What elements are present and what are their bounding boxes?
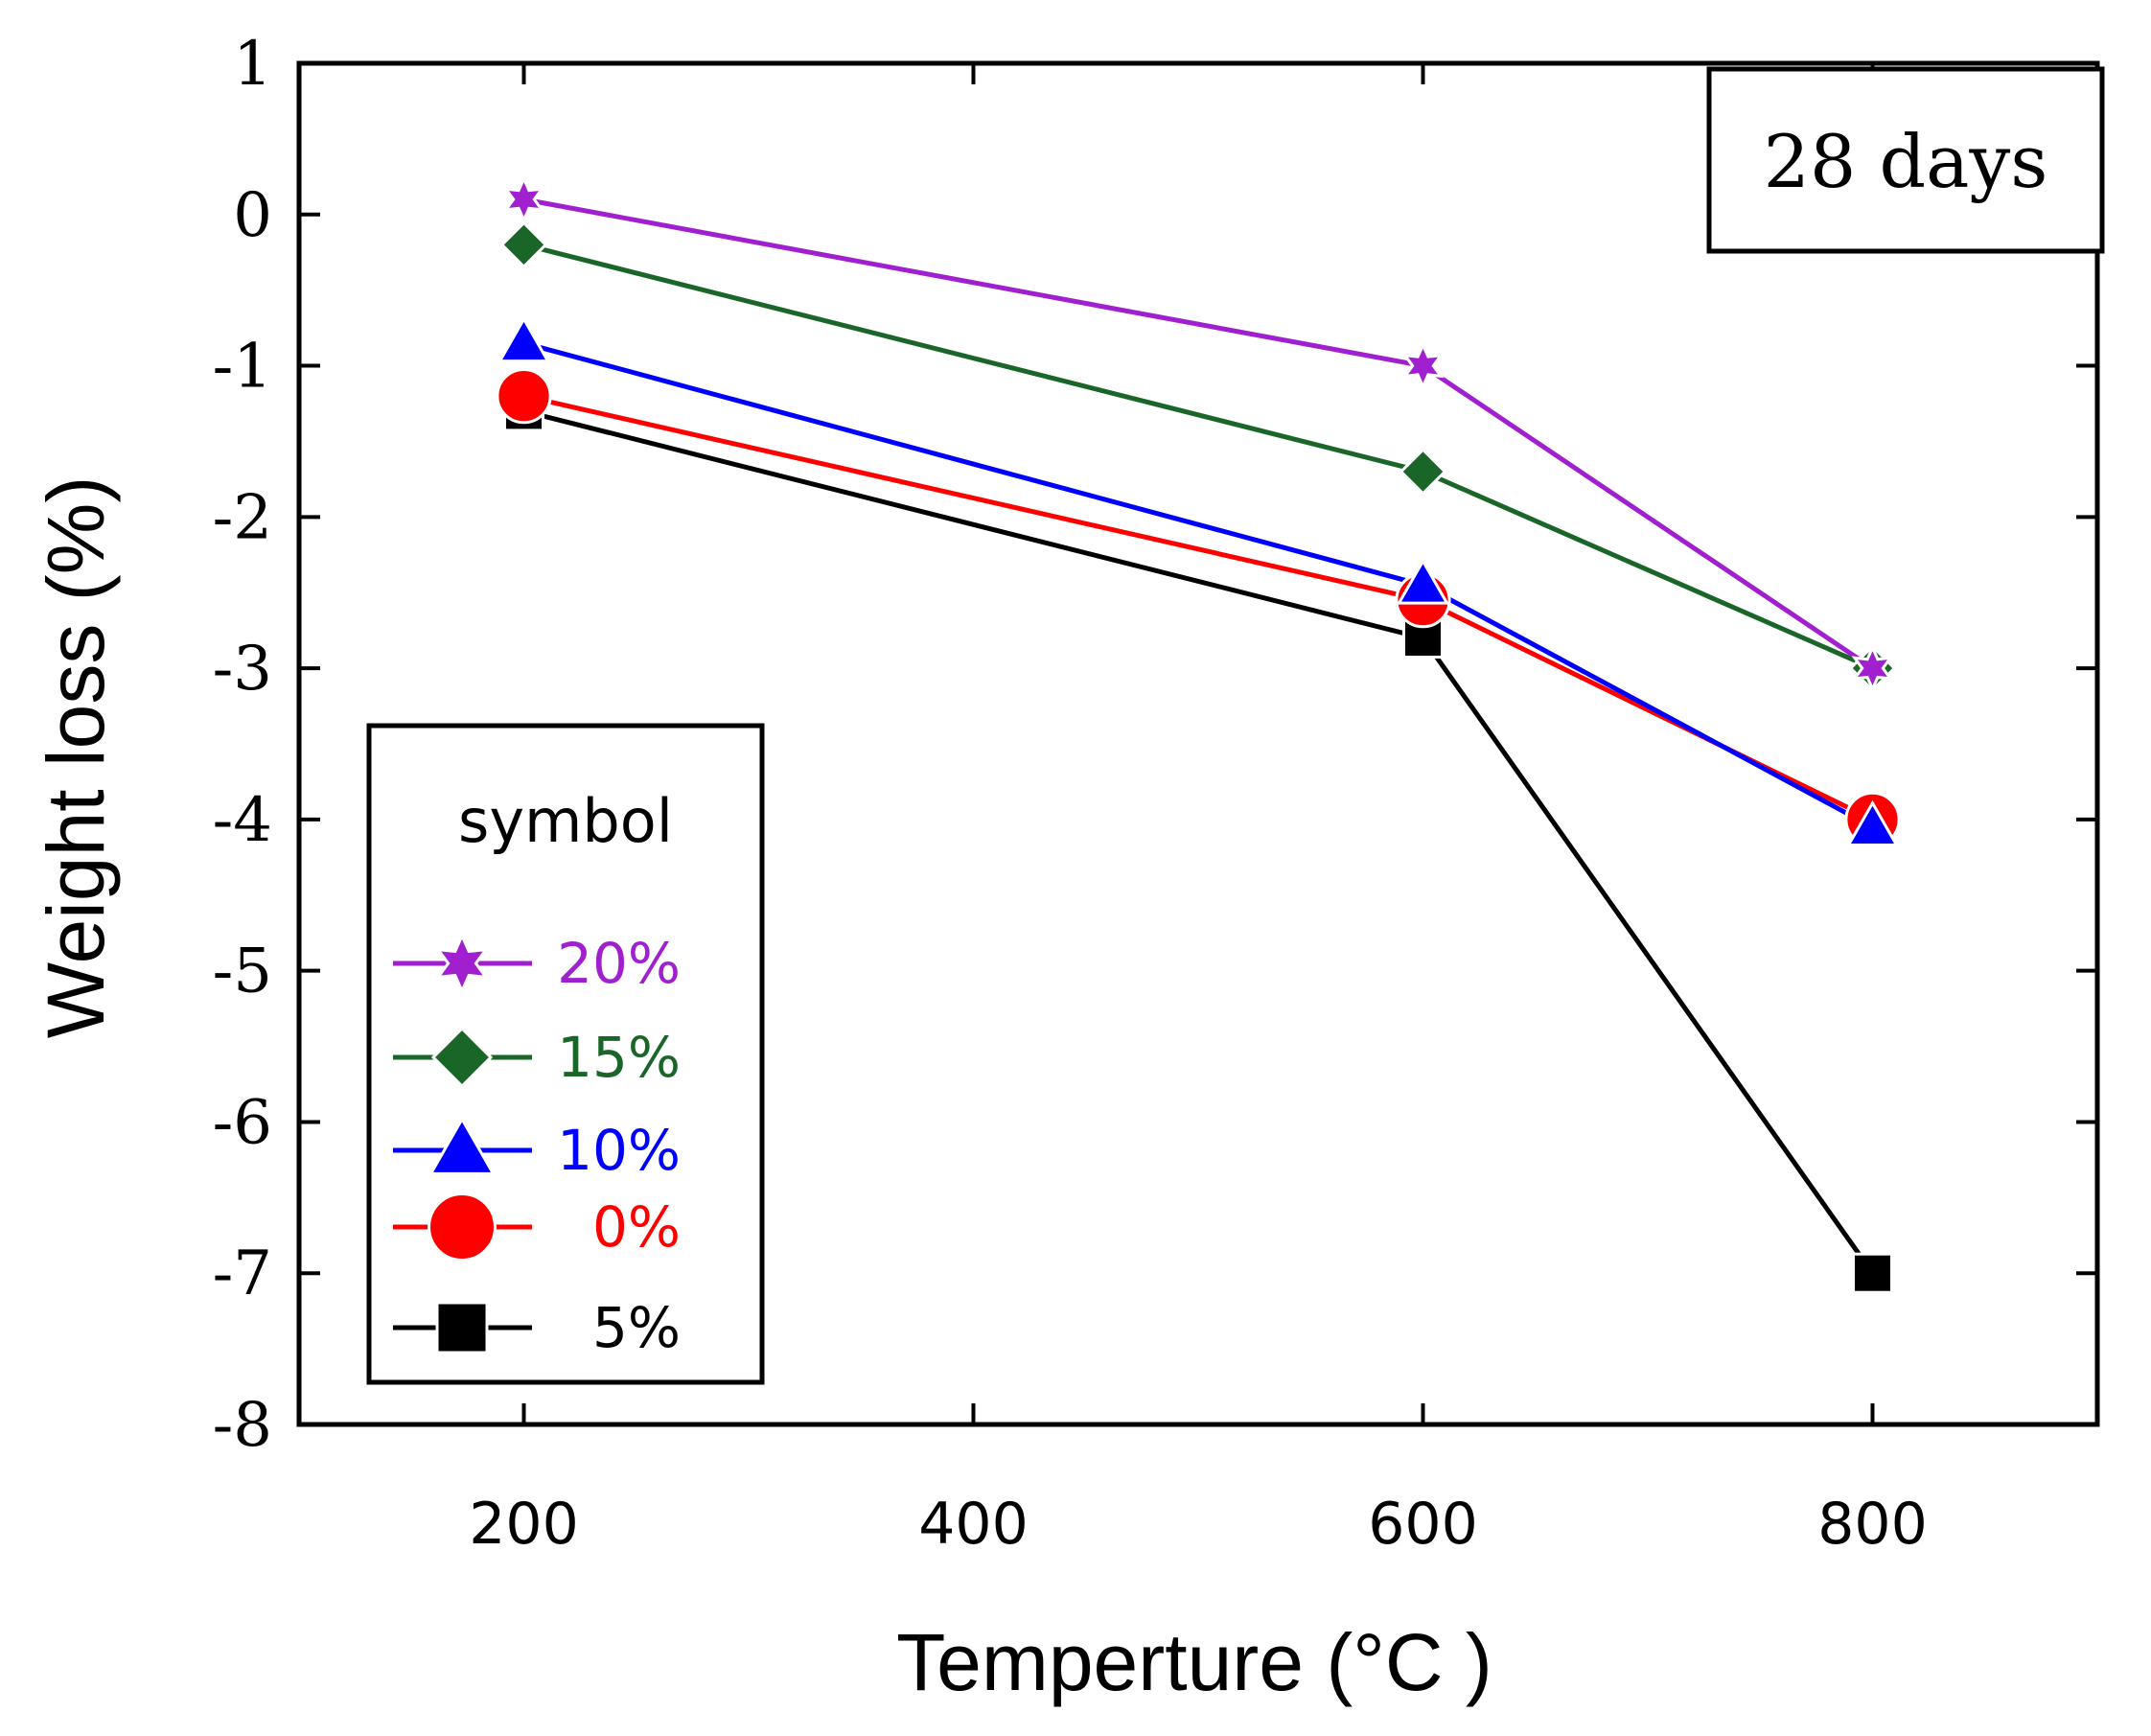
y-tick-label: 1 — [233, 29, 272, 100]
series-15pct — [522, 242, 1874, 671]
y-axis-title: Weight loss (%) — [31, 476, 121, 1039]
plot-border — [296, 60, 2100, 1427]
legend-label: 15% — [557, 1025, 681, 1090]
data-point — [1399, 448, 1447, 496]
annotation-badge: 28 days — [1706, 66, 2105, 254]
series-line — [523, 197, 1874, 671]
x-tick-label: 600 — [1368, 1491, 1478, 1558]
series-layer — [496, 174, 1901, 1294]
legend: symbol 20% 15% 10% 0% 5% — [366, 723, 765, 1385]
legend-item: 10% — [393, 1116, 681, 1183]
series-line — [522, 242, 1874, 671]
legend-label: 5% — [592, 1295, 681, 1360]
data-point — [1401, 341, 1445, 390]
y-tick-label: -8 — [213, 1390, 272, 1461]
data-point — [1845, 799, 1900, 847]
legend-item: 20% — [393, 931, 681, 996]
y-tick-label: -6 — [213, 1087, 272, 1158]
y-tick-label: -1 — [213, 332, 272, 403]
x-tick-label: 200 — [469, 1491, 579, 1558]
legend-swatch-marker — [435, 1301, 489, 1354]
y-tick-label: -4 — [213, 785, 272, 856]
data-point — [499, 220, 548, 269]
data-point — [496, 368, 552, 425]
legend-item: 0% — [393, 1192, 681, 1261]
legend-swatch-marker — [428, 1116, 497, 1175]
data-point — [1852, 1252, 1893, 1294]
y-tick-label: 0 — [233, 180, 272, 251]
legend-label: 0% — [592, 1194, 681, 1260]
series-markers-20pct — [502, 174, 1894, 693]
y-tick-label: -5 — [213, 937, 272, 1007]
data-point — [497, 315, 551, 363]
data-point — [502, 174, 545, 224]
legend-swatch-marker — [428, 1192, 497, 1261]
legend-items: 20% 15% 10% 0% 5% — [393, 931, 681, 1360]
x-tick-label: 400 — [918, 1491, 1029, 1558]
y-axis: 1 0 -1 -2 -3 -4 -5 -6 -7 -8 — [213, 29, 2097, 1461]
legend-label: 20% — [557, 931, 681, 996]
legend-box — [366, 723, 765, 1385]
legend-swatch-marker — [430, 1026, 494, 1089]
legend-item: 5% — [393, 1295, 681, 1360]
plot-frame — [296, 60, 2100, 1427]
data-point — [1396, 558, 1450, 605]
legend-title: symbol — [458, 786, 673, 856]
annotation-text: 28 days — [1764, 119, 2048, 204]
legend-item: 15% — [393, 1025, 681, 1090]
data-point — [1851, 643, 1894, 693]
series-20pct — [523, 197, 1874, 671]
legend-swatch-marker — [434, 932, 490, 995]
y-tick-label: -7 — [213, 1238, 272, 1309]
x-axis: 200 400 600 800 — [469, 63, 1928, 1558]
x-tick-label: 800 — [1817, 1491, 1928, 1558]
y-tick-label: -2 — [213, 482, 272, 553]
y-tick-label: -3 — [213, 634, 272, 705]
series-markers-10pct — [497, 315, 1900, 847]
legend-label: 10% — [557, 1118, 681, 1183]
x-axis-title: Temperture (°C ) — [896, 1617, 1492, 1707]
